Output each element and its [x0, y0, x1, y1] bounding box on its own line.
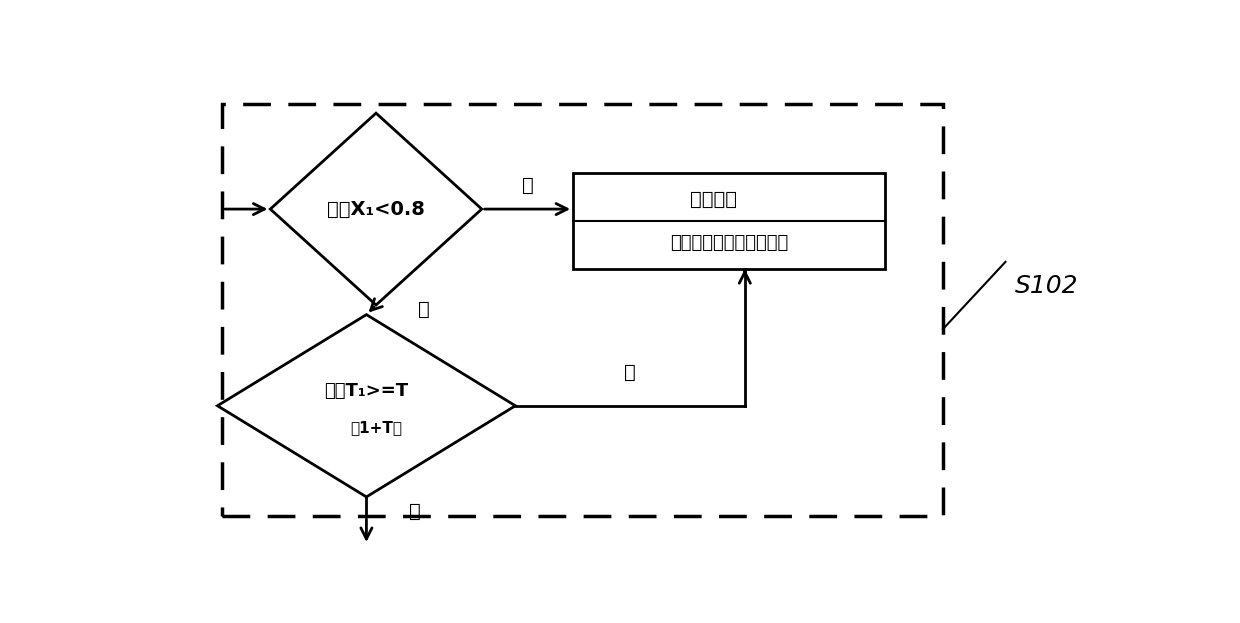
Text: 验证X₁<0.8: 验证X₁<0.8	[327, 199, 425, 219]
Text: 否: 否	[522, 176, 533, 194]
Text: 计算停止: 计算停止	[691, 189, 737, 209]
Bar	[222, 103, 942, 516]
Text: 通行技术不适用此交叉口: 通行技术不适用此交叉口	[670, 234, 789, 252]
Text: S102: S102	[1016, 274, 1079, 298]
Text: 是: 是	[418, 300, 430, 320]
Text: 验证T₁>=T: 验证T₁>=T	[325, 383, 408, 401]
Polygon shape	[270, 113, 481, 305]
Polygon shape	[217, 315, 516, 497]
Text: 是: 是	[409, 502, 420, 521]
Text: 否: 否	[624, 363, 636, 382]
Text: 排1+T行: 排1+T行	[350, 420, 402, 435]
Bar	[573, 173, 885, 269]
